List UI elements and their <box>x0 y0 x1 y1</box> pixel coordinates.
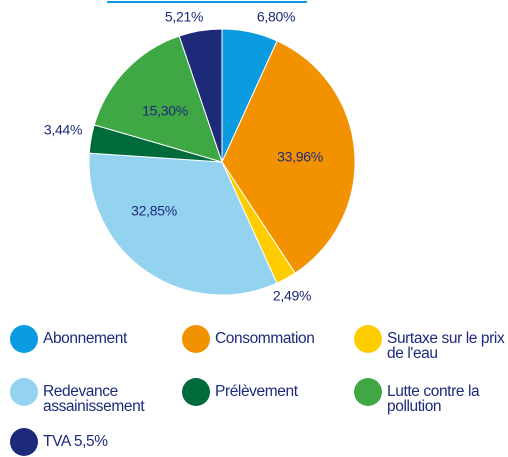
legend-label: Lutte contre la pollution <box>387 383 480 415</box>
legend-label: Redevance assainissement <box>43 383 145 415</box>
value-label: 33,96% <box>277 149 323 165</box>
value-label: 5,21% <box>165 9 203 25</box>
legend-label: Prélèvement <box>215 383 298 400</box>
legend-swatch <box>354 325 382 353</box>
legend-swatch <box>182 325 210 353</box>
legend-label: TVA 5,5% <box>43 433 108 450</box>
legend-label: Surtaxe sur le prix de l'eau <box>387 330 505 362</box>
value-label: 6,80% <box>257 9 295 25</box>
legend-label: Consommation <box>215 330 315 347</box>
value-label: 2,49% <box>273 288 311 304</box>
value-label: 15,30% <box>142 103 188 119</box>
legend-swatch <box>10 428 38 456</box>
legend-swatch <box>10 378 38 406</box>
legend-swatch <box>182 378 210 406</box>
legend-label: Abonnement <box>43 330 127 347</box>
value-label: 3,44% <box>44 122 82 138</box>
value-label: 32,85% <box>131 203 177 219</box>
pie-slice <box>178 28 223 163</box>
pie-slice <box>93 35 223 163</box>
pie-slice <box>88 152 278 296</box>
legend-swatch <box>354 378 382 406</box>
legend-swatch <box>10 325 38 353</box>
pie-chart: 6,80% 33,96% 2,49% 32,85% 3,44% 15,30% 5,21% <box>44 1 356 304</box>
pie-slice <box>221 40 356 274</box>
